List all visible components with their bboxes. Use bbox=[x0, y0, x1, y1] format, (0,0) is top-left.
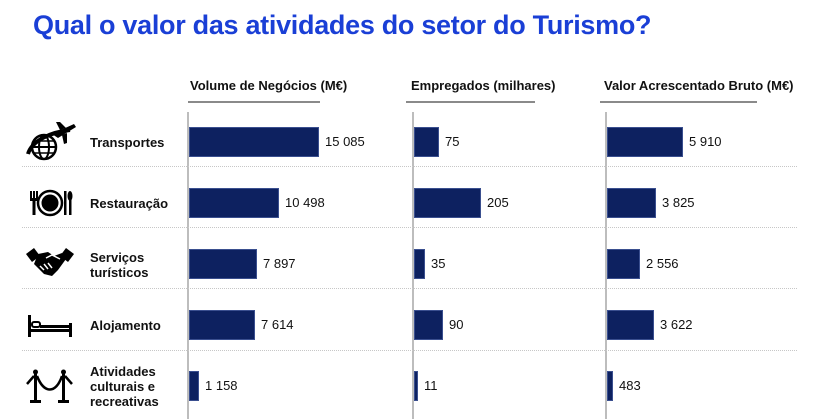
category-label: Restauração bbox=[90, 196, 169, 211]
bar-vab bbox=[607, 127, 683, 157]
category-label: Serviços turísticos bbox=[90, 250, 149, 280]
axis-line-vab bbox=[605, 112, 607, 419]
bar-empregados bbox=[414, 310, 443, 340]
column-header-underline bbox=[188, 101, 320, 103]
bar-empregados bbox=[414, 249, 425, 279]
bar-vab bbox=[607, 310, 654, 340]
category-label: Alojamento bbox=[90, 318, 161, 333]
row-separator bbox=[22, 288, 797, 289]
data-label-empregados: 205 bbox=[487, 195, 509, 210]
data-label-volume-negocios: 1 158 bbox=[205, 378, 238, 393]
bar-empregados bbox=[414, 127, 439, 157]
column-header-underline bbox=[600, 101, 757, 103]
bar-volume-negocios bbox=[189, 310, 255, 340]
category-label: Atividades culturais e recreativas bbox=[90, 364, 159, 409]
bar-vab bbox=[607, 249, 640, 279]
data-label-empregados: 11 bbox=[424, 378, 438, 393]
bar-vab bbox=[607, 371, 613, 401]
category-label-line1: Serviços bbox=[90, 250, 145, 265]
data-label-empregados: 90 bbox=[449, 317, 464, 332]
category-label-line2: culturais e bbox=[90, 379, 156, 394]
category-label-line1: Atividades bbox=[90, 364, 156, 379]
bed-icon bbox=[22, 303, 78, 347]
column-header-empregados: Empregados (milhares) bbox=[411, 78, 556, 93]
handshake-icon bbox=[22, 242, 78, 286]
axis-line-empregados bbox=[412, 112, 414, 419]
data-label-empregados: 35 bbox=[431, 256, 446, 271]
page-title: Qual o valor das atividades do setor do … bbox=[33, 10, 652, 40]
bar-empregados bbox=[414, 188, 481, 218]
globe-airplane-icon bbox=[22, 120, 78, 164]
column-header-vab: Valor Acrescentado Bruto (M€) bbox=[604, 78, 794, 93]
data-label-volume-negocios: 7 614 bbox=[261, 317, 294, 332]
bar-volume-negocios bbox=[189, 371, 199, 401]
row-separator bbox=[22, 227, 797, 228]
row-separator bbox=[22, 166, 797, 167]
data-label-volume-negocios: 15 085 bbox=[325, 134, 365, 149]
axis-line-volume-negocios bbox=[187, 112, 189, 419]
data-label-vab: 2 556 bbox=[646, 256, 679, 271]
bar-volume-negocios bbox=[189, 127, 319, 157]
plate-cutlery-icon bbox=[22, 181, 78, 225]
category-label-line3: recreativas bbox=[90, 394, 159, 409]
bar-volume-negocios bbox=[189, 249, 257, 279]
data-label-vab: 5 910 bbox=[689, 134, 722, 149]
row-separator bbox=[22, 350, 797, 351]
category-label: Transportes bbox=[90, 135, 165, 150]
bar-empregados bbox=[414, 371, 418, 401]
bar-volume-negocios bbox=[189, 188, 279, 218]
stanchion-rope-icon bbox=[22, 364, 78, 408]
bar-vab bbox=[607, 188, 656, 218]
data-label-empregados: 75 bbox=[445, 134, 460, 149]
column-header-volume-negocios: Volume de Negócios (M€) bbox=[190, 78, 348, 93]
data-label-vab: 483 bbox=[619, 378, 641, 393]
data-label-vab: 3 622 bbox=[660, 317, 693, 332]
column-header-underline bbox=[406, 101, 535, 103]
data-label-volume-negocios: 10 498 bbox=[285, 195, 325, 210]
data-label-vab: 3 825 bbox=[662, 195, 695, 210]
data-label-volume-negocios: 7 897 bbox=[263, 256, 296, 271]
category-label-line2: turísticos bbox=[90, 265, 149, 280]
